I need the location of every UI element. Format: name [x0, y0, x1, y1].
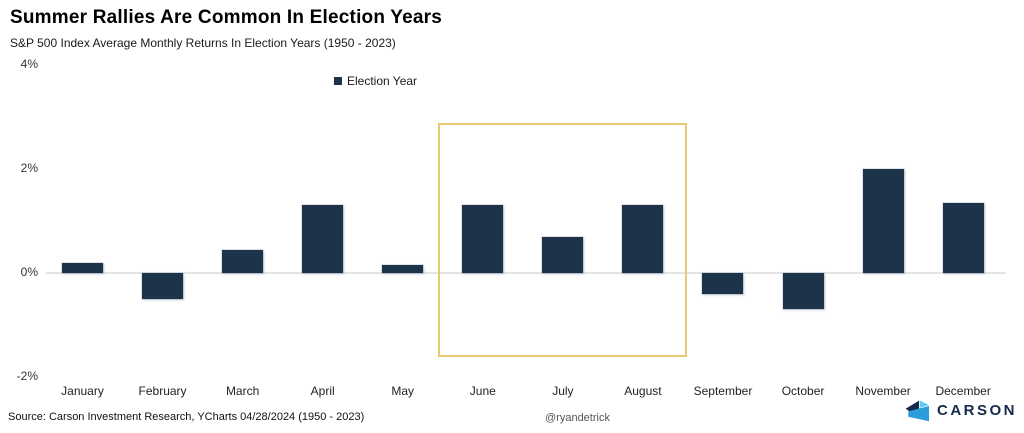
x-label-april: April — [310, 384, 335, 398]
credit-handle: @ryandetrick — [545, 412, 610, 424]
y-tick-4pct: 4% — [20, 57, 38, 71]
bar-september — [702, 273, 744, 294]
bar-october — [782, 273, 824, 310]
summer-highlight-box — [438, 123, 687, 357]
bar-april — [302, 205, 344, 273]
x-label-march: March — [225, 384, 260, 398]
x-label-december: December — [935, 384, 991, 398]
carson-logo-mark-icon — [905, 400, 929, 422]
x-label-september: September — [693, 384, 753, 398]
y-tick-0pct: 0% — [20, 265, 38, 279]
carson-logo: CARSON — [902, 397, 1017, 424]
bar-august — [622, 205, 664, 273]
x-label-november: November — [855, 384, 911, 398]
x-label-may: May — [391, 384, 415, 398]
x-label-july: July — [552, 384, 574, 398]
legend-swatch-icon — [334, 77, 342, 85]
legend-label: Election Year — [347, 74, 418, 88]
x-label-october: October — [781, 384, 825, 398]
bar-june — [462, 205, 504, 273]
x-label-august: August — [624, 384, 662, 398]
bar-july — [542, 236, 584, 273]
bar-may — [382, 265, 424, 273]
carson-logo-text: CARSON — [937, 402, 1018, 419]
bar-november — [862, 169, 904, 273]
x-label-june: June — [469, 384, 496, 398]
chart-subtitle: S&P 500 Index Average Monthly Returns In… — [10, 36, 396, 50]
bar-february — [142, 273, 184, 299]
x-label-february: February — [138, 384, 187, 398]
source-text: Source: Carson Investment Research, YCha… — [8, 411, 365, 423]
y-tick--2pct: -2% — [16, 369, 38, 383]
bar-december — [942, 202, 984, 273]
bar-march — [222, 249, 264, 273]
y-tick-2pct: 2% — [20, 161, 38, 175]
chart-title: Summer Rallies Are Common In Election Ye… — [10, 7, 443, 28]
legend: Election Year — [334, 74, 417, 88]
bar-january — [62, 262, 103, 273]
zero-gridline — [46, 272, 1006, 274]
x-label-january: January — [61, 384, 104, 398]
